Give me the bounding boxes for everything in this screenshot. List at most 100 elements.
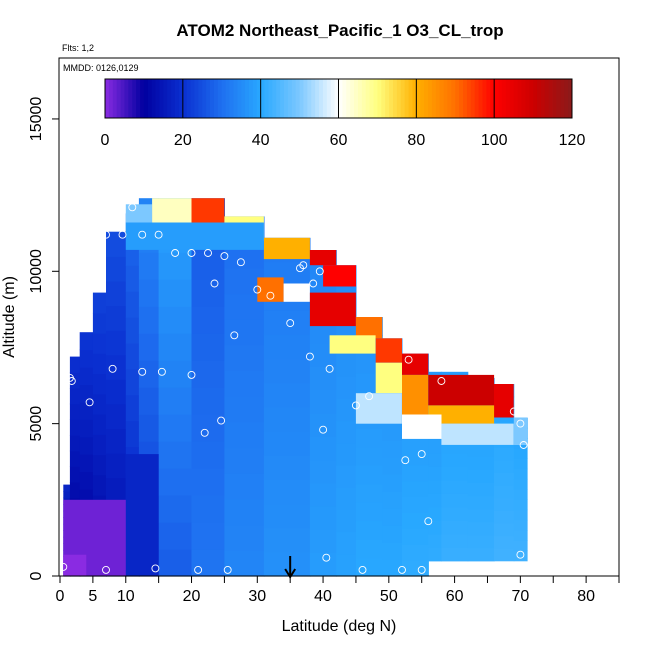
colorbar-segment <box>501 79 507 118</box>
colorbar-segment <box>505 79 511 118</box>
heatmap-cell <box>309 482 337 507</box>
heatmap-cell <box>336 487 357 510</box>
colorbar-segment <box>241 79 246 118</box>
heatmap-cell <box>467 469 495 484</box>
colorbar-segment <box>171 79 176 118</box>
observation-point <box>230 331 239 340</box>
observation-point <box>187 249 196 257</box>
x-tick-label: 60 <box>446 588 464 605</box>
heatmap-cell <box>336 376 357 399</box>
observation-point <box>157 367 166 376</box>
observation-point <box>108 364 117 373</box>
heatmap-cell <box>106 379 127 405</box>
colorbar-segment <box>517 79 522 118</box>
colorbar-segment <box>120 79 125 118</box>
heatmap-cell <box>402 496 429 514</box>
colorbar-segment <box>210 79 215 118</box>
heatmap-cell <box>467 456 495 470</box>
plot-frame <box>58 57 620 577</box>
colorbar-segment <box>124 79 129 118</box>
colorbar-segment <box>478 79 483 118</box>
observation-point <box>151 564 160 573</box>
heatmap-cell <box>158 387 193 415</box>
observation-point <box>437 377 446 385</box>
observation-point <box>253 285 262 294</box>
colorbar-segment <box>525 79 530 118</box>
colorbar-segment <box>237 79 242 118</box>
heatmap-cell <box>138 387 160 415</box>
heatmap-cell <box>494 522 515 537</box>
colorbar-segment <box>361 79 367 118</box>
heatmap-cell <box>191 333 225 361</box>
heatmap-cell <box>125 291 140 318</box>
colorbar-segment <box>521 79 526 118</box>
heatmap-cell <box>106 403 127 429</box>
heatmap-enhancement-cell <box>402 414 442 439</box>
heatmap-cell <box>336 398 357 422</box>
heatmap-cell <box>69 388 81 405</box>
x-tick-label: 50 <box>380 588 398 605</box>
colorbar-segment <box>381 79 386 118</box>
heatmap-cell <box>92 292 107 314</box>
heatmap-cell <box>191 441 225 469</box>
colorbar-segment <box>147 79 153 118</box>
heatmap-cell <box>382 508 403 526</box>
heatmap-cell <box>224 550 265 577</box>
colorbar-segment <box>198 79 203 118</box>
heatmap-cell <box>92 353 107 375</box>
heatmap-cell <box>441 466 469 481</box>
heatmap-cell <box>494 472 515 486</box>
colorbar-segment <box>392 79 398 118</box>
colorbar-segment <box>217 79 223 118</box>
colorbar-segment <box>299 79 304 118</box>
colorbar-tick-label: 80 <box>407 132 425 149</box>
heatmap-cell <box>158 441 193 469</box>
heatmap-cell <box>513 478 528 490</box>
heatmap-cell <box>63 484 71 492</box>
heatmap-enhancement-cell <box>494 384 514 418</box>
heatmap-cell <box>191 468 225 496</box>
y-axis-label: Altitude (m) <box>1 276 18 358</box>
heatmap-cell <box>158 333 193 361</box>
heatmap-cell <box>79 419 94 438</box>
observation-point <box>305 352 314 361</box>
observation-point <box>322 553 331 562</box>
observation-point <box>516 419 525 428</box>
observation-point <box>67 377 76 385</box>
colorbar-segment <box>155 79 160 118</box>
colorbar-segment <box>420 79 425 118</box>
heatmap-cell <box>355 557 383 577</box>
heatmap-cell <box>494 485 515 499</box>
heatmap-cell <box>79 384 94 403</box>
heatmap-enhancement-cell <box>402 353 429 375</box>
chart-title: ATOM2 Northeast_Pacific_1 O3_CL_trop <box>176 21 503 40</box>
heatmap-enhancement-cell <box>323 265 356 287</box>
colorbar-segment <box>482 79 487 118</box>
colorbar-segment <box>463 79 468 118</box>
colorbar-segment <box>443 79 448 118</box>
colorbar-segment <box>365 79 371 118</box>
colorbar-segment <box>396 79 402 118</box>
observation-point <box>128 203 137 212</box>
heatmap-cell <box>69 482 81 499</box>
observation-point <box>398 565 406 574</box>
colorbar-segment <box>533 79 538 118</box>
colorbar-segment <box>431 79 437 118</box>
heatmap-cell <box>63 491 71 499</box>
heatmap-cell <box>309 459 337 484</box>
heatmap-enhancement-cell <box>283 283 310 302</box>
heatmap-cell <box>158 306 193 334</box>
heatmap-cell <box>106 453 127 479</box>
heatmap-cell <box>467 443 495 457</box>
colorbar-segment <box>369 79 374 118</box>
colorbar-segment <box>416 79 421 118</box>
colorbar-segment <box>264 79 269 118</box>
heatmap-cell <box>382 440 403 458</box>
heatmap-cell <box>125 317 140 344</box>
heatmap-cell <box>494 510 515 524</box>
x-tick-label: 5 <box>88 588 97 605</box>
heatmap-cell <box>336 465 357 488</box>
colorbar-segment <box>175 79 180 118</box>
heatmap-cell <box>494 535 515 549</box>
colorbar-segment <box>486 79 491 118</box>
